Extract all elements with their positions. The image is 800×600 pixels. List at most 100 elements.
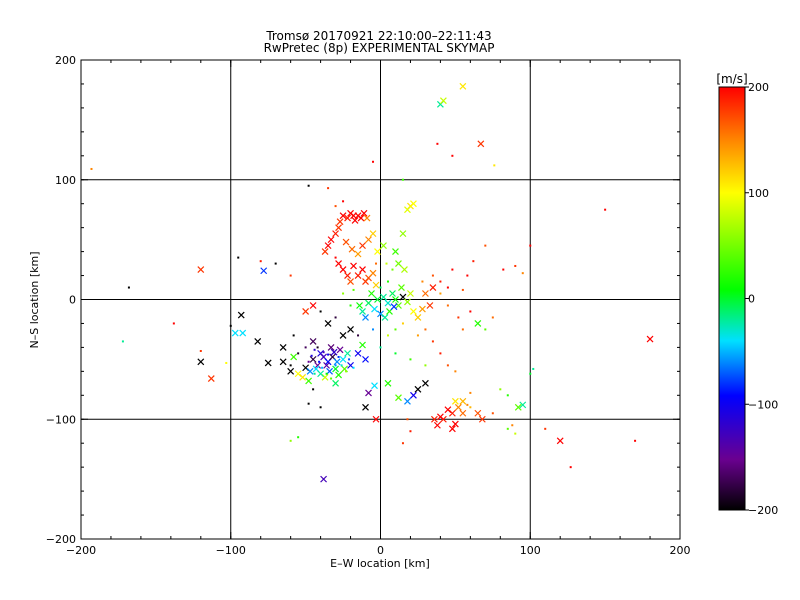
data-point-dot	[289, 274, 292, 277]
data-point-cross	[422, 290, 429, 297]
colorbar-tick-label: 0	[748, 293, 755, 306]
data-point-cross	[344, 214, 351, 222]
data-point-stroke	[320, 353, 328, 361]
data-point-dot	[416, 334, 419, 337]
data-point-stroke	[239, 329, 247, 337]
data-point-cross	[254, 337, 262, 345]
data-point-dot	[386, 280, 389, 283]
data-point-cross	[433, 421, 441, 429]
data-point-cross	[422, 379, 429, 387]
data-point-cross	[369, 269, 377, 277]
data-point-dot	[529, 372, 532, 375]
data-point-stroke	[290, 353, 298, 361]
data-point-cross	[344, 272, 351, 279]
data-point-cross	[264, 359, 272, 367]
data-point-stroke	[347, 361, 354, 369]
data-point-cross	[401, 266, 408, 273]
data-point-dot	[604, 208, 607, 211]
data-point-dot	[199, 349, 202, 352]
data-point-stroke	[332, 230, 339, 238]
data-point-stroke	[514, 403, 522, 411]
x-tick-label: −200	[66, 544, 96, 557]
axes: −200 −100 0 100 200 −200 −100 0 100 200	[46, 54, 691, 557]
data-point-stroke	[363, 214, 371, 222]
data-point-dot	[439, 352, 442, 355]
data-point-dot	[379, 346, 382, 349]
y-tick-label: 200	[55, 54, 76, 67]
data-point-stroke	[371, 382, 378, 390]
data-point-stroke	[365, 389, 372, 397]
data-point-stroke	[312, 365, 320, 373]
data-point-stroke	[389, 290, 396, 297]
data-point-stroke	[401, 266, 408, 273]
x-tick-label: 100	[520, 544, 541, 557]
colorbar-ticks: 200 100 0 −100 −200	[745, 81, 778, 517]
x-axis-label: E–W location [km]	[330, 557, 430, 570]
data-point-cross	[330, 348, 338, 356]
data-point-dot	[322, 351, 325, 354]
data-point-dot	[385, 262, 388, 265]
data-point-cross	[398, 284, 405, 291]
data-point-dot	[345, 370, 348, 373]
data-point-dot	[307, 402, 310, 405]
data-point-cross	[372, 281, 380, 289]
data-point-stroke	[381, 314, 389, 321]
data-point-cross	[439, 97, 447, 105]
data-point-dot	[127, 286, 130, 289]
data-point-dot	[439, 292, 442, 295]
data-point-cross	[306, 367, 314, 375]
data-point-cross	[359, 308, 366, 315]
data-point-cross	[395, 394, 402, 402]
data-point-stroke	[348, 245, 356, 253]
data-point-dot	[446, 304, 449, 307]
data-point-stroke	[384, 299, 392, 307]
data-point-dot	[484, 328, 487, 331]
data-point-dot	[340, 364, 343, 367]
data-point-stroke	[330, 348, 338, 356]
data-point-stroke	[372, 281, 380, 289]
data-point-cross	[339, 355, 347, 363]
data-point-cross	[556, 437, 564, 445]
data-point-stroke	[362, 355, 369, 363]
data-point-cross	[436, 413, 444, 421]
data-point-stroke	[474, 320, 482, 327]
data-point-stroke	[347, 278, 354, 285]
data-point-stroke	[410, 200, 417, 208]
data-point-dot	[421, 280, 424, 283]
data-point-dot	[379, 286, 382, 289]
data-point-cross	[392, 248, 399, 256]
data-point-cross	[419, 305, 426, 313]
data-point-dot	[327, 187, 330, 190]
data-point-stroke	[398, 284, 405, 291]
data-point-stroke	[336, 218, 344, 226]
data-point-stroke	[419, 305, 426, 313]
data-point-cross	[410, 200, 417, 208]
data-point-dot	[469, 406, 472, 409]
data-point-cross	[309, 337, 317, 345]
data-point-cross	[350, 262, 357, 270]
data-point-dot	[506, 427, 509, 430]
data-point-stroke	[436, 413, 444, 421]
data-point-dot	[499, 388, 502, 391]
data-point-dot	[334, 205, 337, 208]
data-point-stroke	[422, 379, 429, 387]
data-point-cross	[197, 266, 205, 273]
data-point-cross	[430, 415, 438, 423]
data-point-stroke	[448, 425, 456, 433]
data-point-stroke	[414, 385, 422, 393]
data-point-dot	[454, 370, 457, 373]
data-point-cross	[335, 224, 342, 232]
data-point-stroke	[309, 302, 317, 309]
data-point-dot	[321, 366, 324, 369]
y-tick-label: −200	[46, 533, 76, 546]
data-point-cross	[410, 308, 417, 315]
data-point-cross	[395, 260, 402, 267]
data-point-stroke	[404, 206, 411, 214]
data-point-cross	[299, 373, 307, 381]
data-point-cross	[302, 308, 310, 315]
data-point-cross	[371, 305, 378, 313]
data-point-stroke	[260, 267, 268, 275]
data-point-stroke	[321, 373, 329, 381]
data-point-cross	[327, 343, 335, 351]
